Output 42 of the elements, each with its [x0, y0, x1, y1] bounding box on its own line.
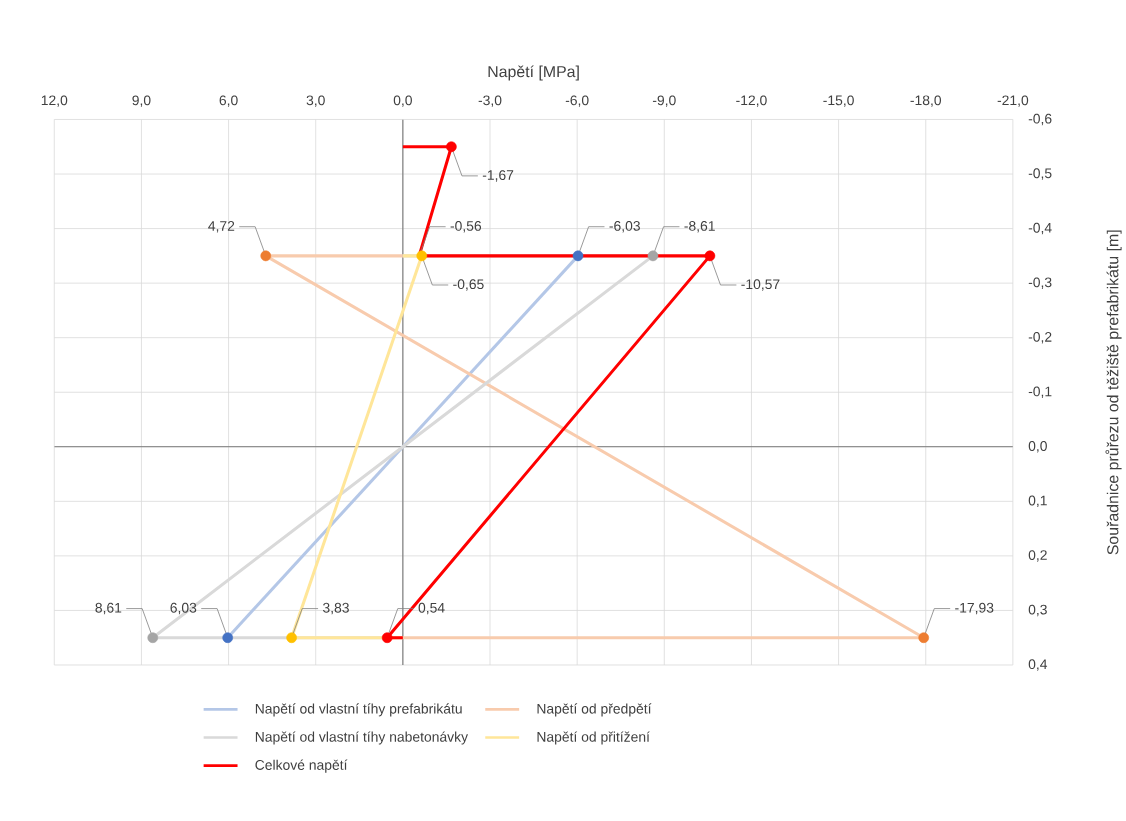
annotation: 6,03	[170, 602, 197, 615]
annotation: -0,56	[450, 220, 482, 233]
x-tick-label: -9,0	[652, 95, 676, 107]
annotation: -6,03	[609, 220, 640, 233]
legend-label: Napětí od přitížení	[537, 731, 650, 745]
y-tick-label: -0,1	[1028, 386, 1052, 398]
legend-label: Napětí od vlastní tíhy nabetonávky	[255, 731, 468, 745]
x-tick-label: -21,0	[997, 95, 1029, 107]
legend-label: Napětí od předpětí	[537, 703, 652, 717]
x-tick-label: -15,0	[823, 95, 854, 107]
annotation: 0,54	[418, 602, 445, 615]
annotation: 3,83	[322, 602, 349, 615]
y-tick-label: 0,3	[1028, 604, 1047, 617]
x-tick-label: 3,0	[306, 95, 325, 107]
y-tick-label: -0,4	[1028, 222, 1052, 235]
y-tick-label: -0,2	[1028, 331, 1052, 344]
x-tick-label: 0,0	[393, 95, 412, 107]
y-tick-label: 0,4	[1028, 659, 1048, 671]
x-tick-label: -6,0	[565, 95, 589, 107]
y-tick-label: 0,0	[1028, 440, 1047, 453]
x-tick-label: 9,0	[132, 95, 151, 107]
annotation: -1,67	[482, 170, 514, 182]
y-tick-label: -0,3	[1028, 277, 1052, 289]
annotation: -0,65	[453, 279, 484, 291]
x-tick-label: -18,0	[910, 95, 942, 107]
y-tick-label: -0,5	[1028, 168, 1052, 180]
x-tick-label: 6,0	[219, 95, 238, 107]
x-tick-label: -3,0	[478, 95, 502, 107]
annotation: -10,57	[741, 279, 780, 291]
annotation: -17,93	[955, 602, 994, 615]
annotation: 4,72	[208, 220, 235, 233]
y-axis-title: Souřadnice průřezu od těžiště prefabrikátu [m]	[1105, 230, 1122, 555]
legend-label: Celkové napětí	[255, 759, 348, 773]
y-tick-label: 0,2	[1028, 550, 1047, 562]
annotation: 8,61	[95, 602, 122, 615]
x-axis-title: Napětí [MPa]	[488, 65, 579, 81]
x-tick-label: 12,0	[41, 95, 68, 107]
x-tick-label: -12,0	[736, 95, 767, 107]
y-tick-label: 0,1	[1028, 495, 1047, 507]
y-tick-label: -0,6	[1028, 113, 1052, 126]
annotation: -8,61	[684, 220, 715, 233]
legend-label: Napětí od vlastní tíhy prefabrikátu	[255, 703, 462, 717]
